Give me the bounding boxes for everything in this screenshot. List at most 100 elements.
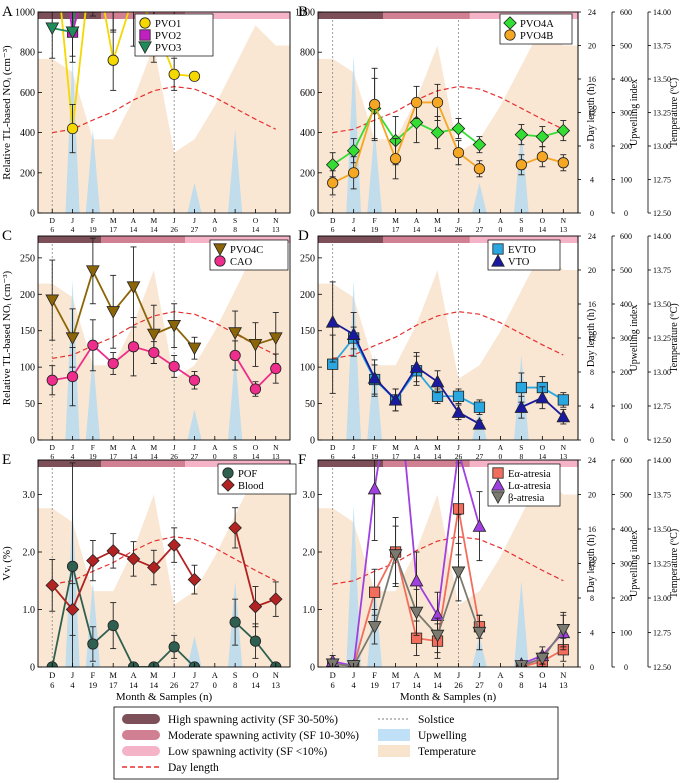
legend-text: High spawning activity (SF 30-50%) <box>168 714 338 726</box>
data-point <box>147 560 161 575</box>
legend-marker <box>214 255 226 267</box>
legend-marker <box>491 477 505 491</box>
data-point <box>452 147 465 159</box>
secondary-axis-label: Temperature (ºC) <box>669 303 680 372</box>
secondary-axis-tick-label: 14.00 <box>653 232 671 241</box>
secondary-axis-tick-label: 20 <box>588 491 596 500</box>
x-tick-month: M <box>109 670 117 680</box>
secondary-axis-tick-label: 8 <box>590 594 594 603</box>
legend-marker <box>213 243 227 257</box>
data-point <box>249 383 262 395</box>
x-tick-n: 4 <box>70 680 75 690</box>
legend-box: High spawning activity (SF 30-50%) Modera… <box>113 706 559 780</box>
secondary-axis-tick-label: 13.00 <box>653 368 671 377</box>
x-tick-month: J <box>478 670 482 680</box>
temperature-area <box>38 473 290 667</box>
secondary-axis-tick-label: 12.50 <box>653 436 671 445</box>
x-tick-n: 0 <box>213 225 217 234</box>
x-tick-n: 26 <box>170 680 179 690</box>
legend-area-swatch <box>378 745 410 757</box>
secondary-axis-tick-label: 12 <box>588 109 596 118</box>
spawning-bar-segment <box>269 12 290 19</box>
x-tick-n: 17 <box>109 452 117 461</box>
x-tick-month: N <box>273 216 279 225</box>
legend-marker <box>492 243 504 255</box>
secondary-axis-tick-label: 500 <box>620 42 632 51</box>
x-tick-month: M <box>434 443 441 452</box>
data-point <box>431 96 444 109</box>
secondary-axis-tick-label: 12.75 <box>653 629 671 638</box>
data-point <box>556 409 571 423</box>
data-point <box>127 341 140 353</box>
spawning-bar-segment <box>491 460 514 467</box>
secondary-axis-tick-label: 4 <box>590 629 594 638</box>
spawning-bar-segment <box>164 236 186 243</box>
x-tick-month: A <box>414 216 420 225</box>
secondary-axis-tick-label: 0 <box>590 209 594 218</box>
x-tick-n: 27 <box>476 225 484 234</box>
x-tick-month: F <box>91 216 95 225</box>
data-point <box>188 70 201 82</box>
secondary-axis-tick-label: 400 <box>620 300 632 309</box>
x-tick-n: 0 <box>213 680 217 690</box>
x-tick-n: 14 <box>150 452 158 461</box>
secondary-axis-tick-label: 500 <box>620 266 632 275</box>
spawning-bar-segment <box>143 460 165 467</box>
day-length-line <box>332 311 564 359</box>
spawning-bar-segment <box>426 460 449 467</box>
data-point <box>168 68 180 80</box>
secondary-axis-tick-label: 24 <box>588 456 596 465</box>
data-point <box>167 538 181 552</box>
series-line <box>60 12 195 129</box>
temperature-area <box>38 249 290 440</box>
spawning-bar-segment <box>101 236 123 243</box>
secondary-axis-tick-label: 600 <box>620 232 632 241</box>
data-point <box>126 281 141 295</box>
x-tick-n: 17 <box>392 225 400 234</box>
secondary-axis-tick-label: 12.50 <box>653 663 671 672</box>
data-point <box>45 294 60 308</box>
x-tick-month: J <box>478 216 481 225</box>
y-tick-label: 250 <box>20 253 35 264</box>
data-point <box>452 390 465 402</box>
secondary-axis-tick-label: 12.50 <box>653 209 671 218</box>
x-tick-n: 17 <box>109 680 118 690</box>
x-tick-month: N <box>561 216 567 225</box>
panel-letter: F <box>298 452 306 468</box>
spawning-bar-segment <box>469 460 492 467</box>
x-tick-month: M <box>151 443 158 452</box>
legend-label: PVO1 <box>155 19 181 30</box>
spawning-bar-segment <box>101 460 123 467</box>
x-tick-n: 0 <box>498 680 502 690</box>
x-tick-n: 14 <box>412 680 421 690</box>
series-line <box>68 12 79 33</box>
y-tick-label: 100 <box>300 363 315 374</box>
spawning-bar-segment <box>383 12 406 19</box>
x-tick-n: 13 <box>560 225 568 234</box>
x-tick-n: 26 <box>170 452 178 461</box>
spawning-bar-segment <box>469 236 492 243</box>
y-tick-label: 600 <box>300 88 315 99</box>
x-tick-month: A <box>130 670 137 680</box>
secondary-axis-tick-label: 300 <box>620 560 632 569</box>
data-point <box>107 54 119 66</box>
spawning-bar-segment <box>248 12 270 19</box>
data-point <box>472 519 487 532</box>
secondary-axis-tick-label: 14.00 <box>653 8 671 17</box>
day-length-line <box>52 536 277 585</box>
spawning-bar-segment <box>448 12 471 19</box>
x-tick-n: 19 <box>89 225 97 234</box>
x-tick-month: F <box>91 670 96 680</box>
spawning-bar-segment <box>248 460 270 467</box>
secondary-axis-tick-label: 13.00 <box>653 594 671 603</box>
y-tick-label: 0 <box>310 209 315 220</box>
x-tick-month: M <box>392 670 400 680</box>
spawning-bar-segment <box>491 236 514 243</box>
x-tick-month: D <box>49 670 55 680</box>
legend-text: Solstice <box>418 714 454 726</box>
x-tick-n: 4 <box>71 225 75 234</box>
panel-b: B02004006008001000D6J4F19M17A14M14J26J27… <box>295 4 680 234</box>
x-tick-n: 14 <box>130 452 138 461</box>
secondary-axis-tick-label: 500 <box>620 491 632 500</box>
